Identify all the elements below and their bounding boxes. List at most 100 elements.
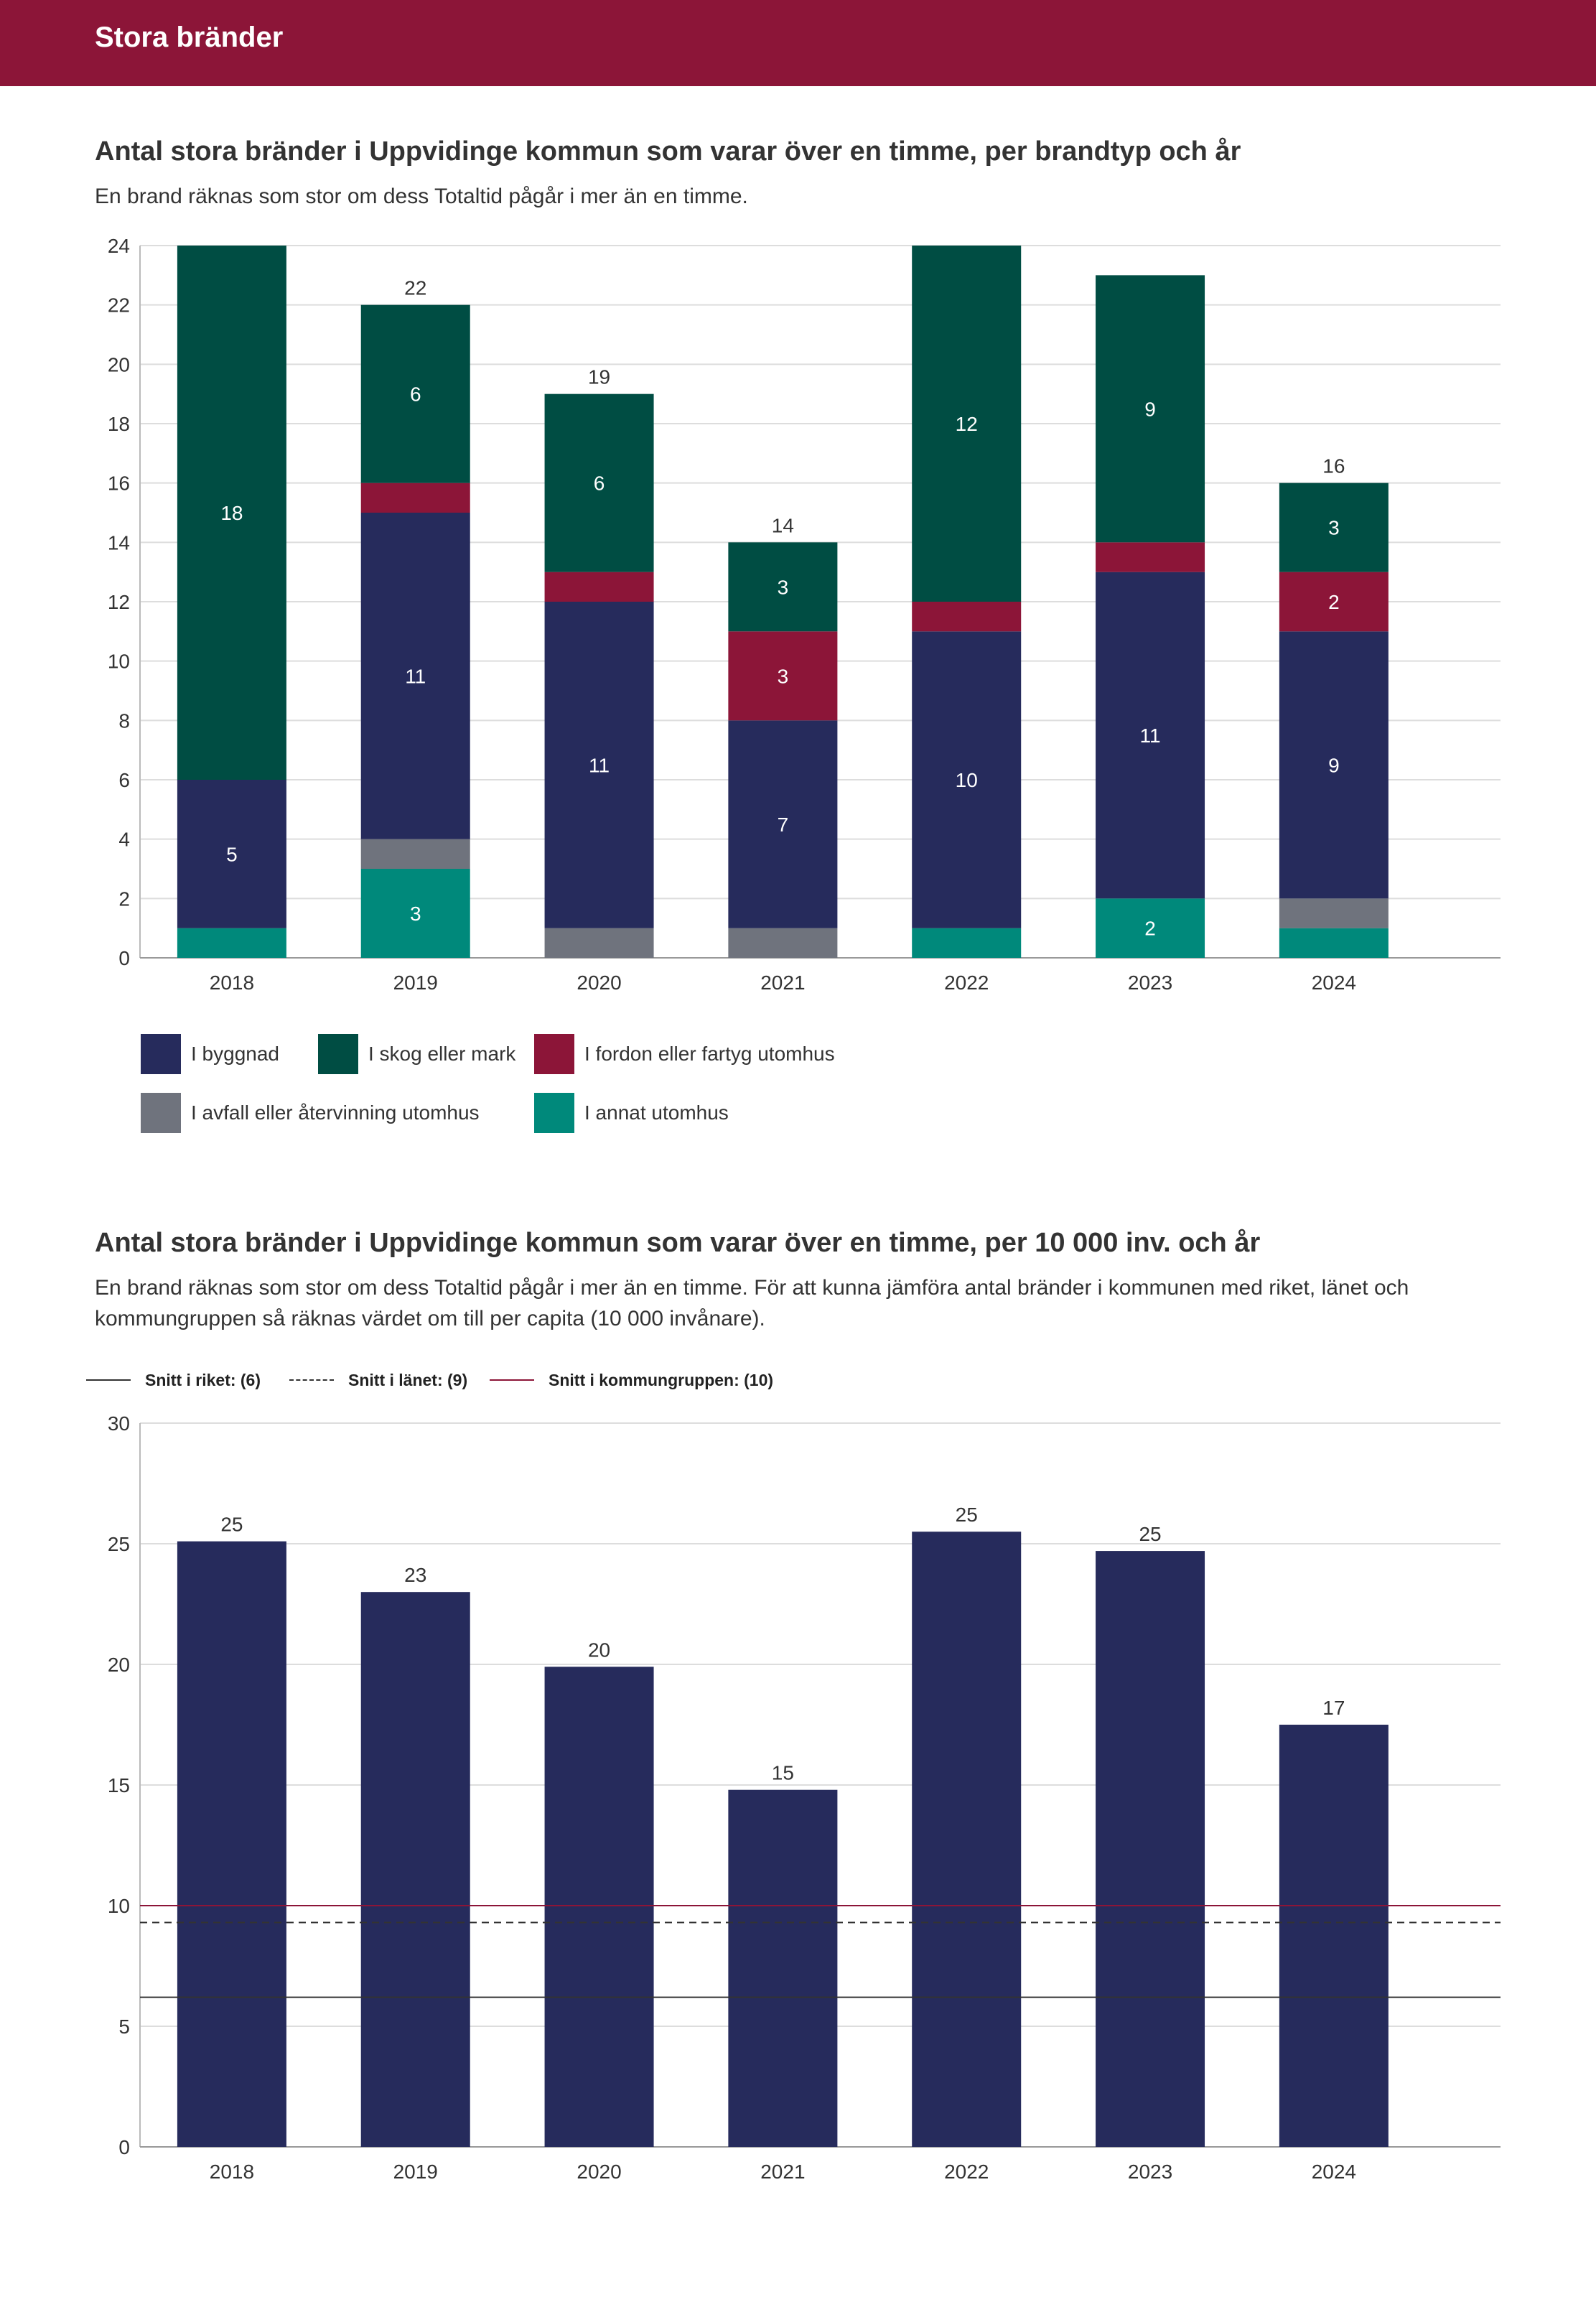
bar [360,1592,470,2147]
x-tick-label: 2018 [210,2161,254,2183]
chart2-legend: Snitt i riket: (6) Snitt i länet: (9) Snit… [86,1366,804,1394]
segment-value-label: 9 [1144,398,1156,420]
y-tick-label: 8 [118,709,130,732]
segment-value-label: 2 [1144,918,1156,940]
legend-swatch [534,1093,574,1133]
y-tick-label: 10 [108,651,130,673]
bar-segment-avfall [360,839,470,869]
bar-segment-fordon [544,572,654,602]
bar-value-label: 25 [1139,1523,1161,1545]
bar [1096,1551,1205,2147]
bar-segment-avfall [544,928,654,958]
bar-value-label: 20 [588,1639,610,1661]
legend-item: Snitt i riket: (6) [86,1366,261,1394]
bar-segment-skog [912,246,1022,602]
bar [728,1789,838,2147]
x-tick-label: 2023 [1128,971,1172,994]
segment-value-label: 11 [1139,724,1160,747]
segment-value-label: 10 [956,769,978,791]
y-tick-label: 22 [108,294,130,317]
bar-total-label: 14 [772,514,794,536]
chart2-subtitle: En brand räknas som stor om dess Totalti… [95,1276,1409,1330]
segment-value-label: 11 [405,665,426,687]
x-tick-label: 2020 [577,2161,621,2183]
bar-segment-fordon [1096,542,1205,572]
segment-value-label: 12 [956,413,978,435]
bar-segment-skog [360,304,470,483]
legend-label: I annat utomhus [584,1101,729,1124]
legend-item: Snitt i länet: (9) [289,1366,467,1394]
x-tick-label: 2023 [1128,2161,1172,2183]
y-tick-label: 12 [108,591,130,613]
segment-value-label: 5 [226,843,238,865]
bar-value-label: 23 [404,1564,426,1586]
y-tick-label: 20 [108,1654,130,1676]
bar-value-label: 15 [772,1762,794,1784]
bar-value-label: 17 [1322,1697,1345,1719]
segment-value-label: 11 [589,754,610,776]
bar-segment-annat [360,869,470,958]
bar-segment-annat [1096,898,1205,958]
legend-item: Snitt i kommungruppen: (10) [490,1366,773,1394]
bar-total-label: 16 [1322,455,1345,477]
x-tick-label: 2021 [760,971,805,994]
y-tick-label: 25 [108,1533,130,1555]
legend-label: I avfall eller återvinning utomhus [191,1101,480,1124]
bar-segment-fordon [912,602,1022,632]
bar [544,1667,654,2147]
bars-group [177,246,1389,958]
y-tick-label: 15 [108,1774,130,1796]
legend-swatch [141,1093,181,1133]
legend-label: Snitt i kommungruppen: (10) [549,1370,774,1389]
y-tick-label: 14 [108,531,130,554]
legend-line-sample [490,1379,534,1381]
y-tick-label: 24 [108,235,130,257]
x-tick-label: 2022 [944,2161,989,2183]
legend-label: Snitt i riket: (6) [145,1370,261,1389]
bar-segment-fordon [728,631,838,721]
chart2-plot: 0510152025302520182320192020201520212520… [108,1412,1501,2183]
segment-value-label: 3 [1328,517,1340,539]
legend-item-skog: I skog eller mark [318,1034,515,1074]
x-tick-label: 2019 [393,2161,438,2183]
y-tick-label: 0 [118,947,130,969]
page-header: Stora bränder [0,0,1596,86]
bar-segment-avfall [1279,898,1389,928]
segment-value-label: 2 [1328,591,1340,613]
y-tick-label: 20 [108,353,130,376]
x-tick-label: 2019 [393,971,438,994]
y-tick-label: 30 [108,1412,130,1435]
y-tick-label: 2 [118,887,130,910]
bar-segment-annat [177,928,286,958]
x-tick-label: 2020 [577,971,621,994]
bar-segment-fordon [360,483,470,513]
y-tick-label: 4 [118,829,130,851]
chart1-title: Antal stora bränder i Uppvidinge kommun … [95,136,1241,167]
legend-item-annat: I annat utomhus [534,1093,729,1133]
x-tick-label: 2024 [1312,971,1356,994]
x-tick-label: 2018 [210,971,254,994]
x-tick-label: 2021 [760,2161,805,2183]
legend-item-byggnad: I byggnad [141,1034,279,1074]
chart2-title: Antal stora bränder i Uppvidinge kommun … [95,1228,1261,1258]
legend-label: Snitt i länet: (9) [348,1370,468,1389]
segment-value-label: 6 [410,383,421,406]
segment-value-label: 9 [1328,754,1340,776]
legend-swatch [318,1034,358,1074]
segment-value-label: 3 [410,903,421,925]
bar-segment-fordon [1279,572,1389,632]
bar-segment-skog [177,246,286,780]
legend-swatch [141,1034,181,1074]
bar-segment-annat [912,928,1022,958]
bar-segment-skog [1279,483,1389,572]
bar-segment-byggnad [177,780,286,928]
bar [1279,1725,1389,2147]
bar-segment-byggnad [1279,631,1389,899]
bar [177,1541,286,2147]
bar-segment-byggnad [1096,572,1205,899]
legend-label: I byggnad [191,1043,279,1065]
y-tick-label: 18 [108,413,130,435]
legend-line-sample [86,1379,131,1381]
bar-segment-skog [544,393,654,572]
bar-segment-byggnad [360,513,470,839]
